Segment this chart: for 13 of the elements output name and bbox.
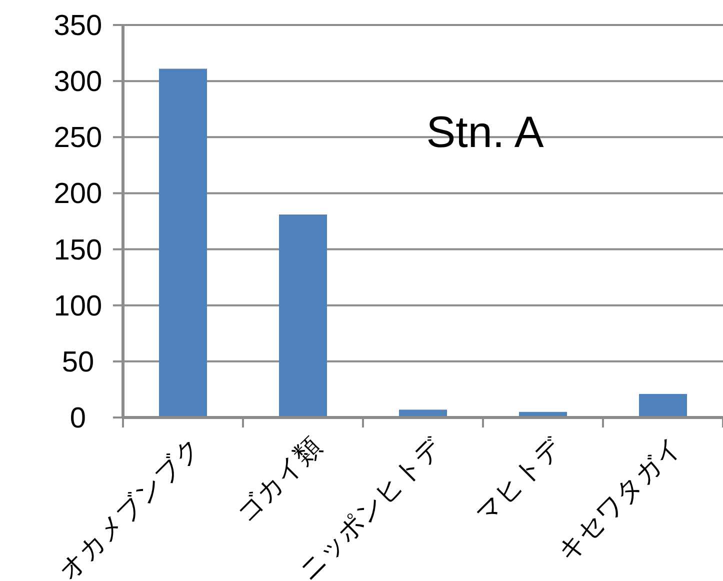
annotation: Stn. A — [426, 108, 544, 157]
x-tick-label: ゴカイ類 — [230, 431, 328, 528]
y-tick-label: 250 — [54, 122, 102, 154]
bar — [639, 394, 687, 418]
y-tick-label: 350 — [54, 10, 102, 42]
y-tick-label: 150 — [54, 234, 102, 266]
bar — [279, 214, 327, 418]
bar — [159, 68, 207, 418]
y-tick-label: 300 — [54, 66, 102, 98]
x-tick-label: マヒトデ — [470, 431, 568, 529]
y-tick-label: 100 — [54, 290, 102, 322]
y-tick-label: 200 — [54, 178, 102, 210]
y-tick-label: 50 — [62, 346, 94, 378]
